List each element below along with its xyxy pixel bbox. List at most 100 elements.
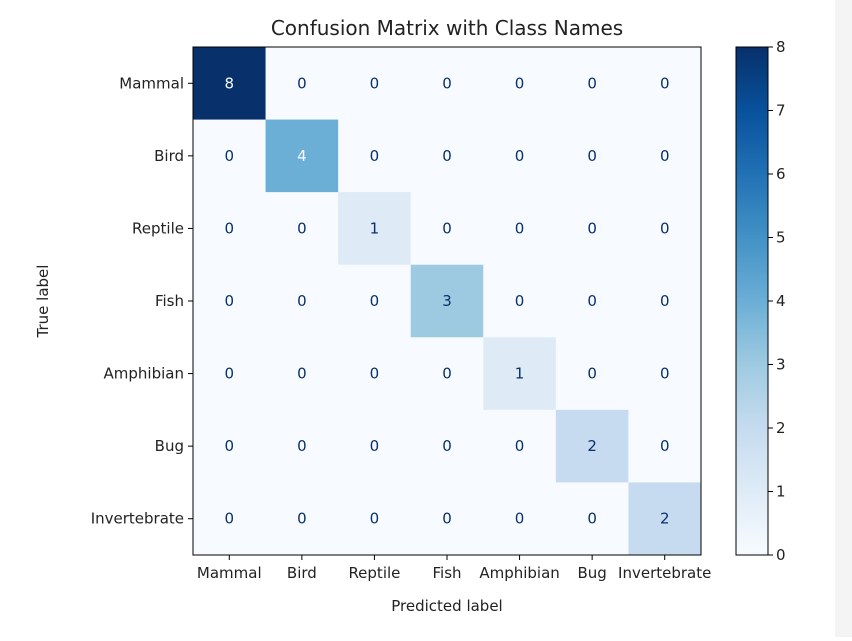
cell-value-label: 0 (515, 147, 525, 165)
y-tick-label: Bird (154, 147, 184, 165)
matrix-cell (265, 409, 339, 483)
cell-value-label: 0 (297, 365, 307, 383)
matrix-cell (193, 192, 267, 266)
colorbar-tick-label: 4 (776, 292, 786, 310)
x-tick-label: Mammal (197, 564, 262, 582)
cell-value-label: 0 (660, 219, 670, 237)
matrix-cell (555, 337, 629, 411)
matrix-cell (193, 119, 267, 193)
x-axis-ticks: Mammal Bird Reptile Fish Amphibian Bug Inverte… (197, 555, 711, 582)
matrix-cell (338, 192, 412, 266)
cell-value-label: 0 (442, 437, 452, 455)
matrix-cell (483, 337, 557, 411)
cell-value-label: 0 (515, 74, 525, 92)
colorbar (735, 46, 769, 556)
cell-value-label: 0 (297, 219, 307, 237)
cell-value-label: 0 (587, 219, 597, 237)
y-tick-label: Fish (155, 292, 184, 310)
matrix-cell (193, 47, 267, 121)
x-tick-label: Invertebrate (618, 564, 711, 582)
matrix-cell (555, 47, 629, 121)
matrix-cell (410, 192, 484, 266)
cell-value-label: 0 (442, 365, 452, 383)
cell-value-label: 8 (225, 74, 235, 92)
colorbar-tick-label: 3 (776, 356, 786, 374)
matrix-cell (193, 264, 267, 338)
cell-value-label: 1 (515, 365, 525, 383)
cell-value-label: 0 (225, 147, 235, 165)
right-scroll-strip (835, 0, 852, 637)
matrix-cell (338, 264, 412, 338)
cell-value-label: 0 (587, 365, 597, 383)
cell-value-label: 0 (370, 147, 380, 165)
cell-value-label: 0 (442, 510, 452, 528)
cell-value-label: 0 (660, 365, 670, 383)
y-tick-label: Mammal (119, 74, 184, 92)
x-tick-label: Reptile (348, 564, 400, 582)
y-axis-ticks: Mammal Bird Reptile Fish Amphibian Bug Inverte… (91, 74, 193, 528)
cell-value-label: 0 (587, 74, 597, 92)
x-tick-label: Bug (577, 564, 606, 582)
x-axis-label: Predicted label (391, 597, 502, 615)
confusion-matrix-chart: Confusion Matrix with Class Names 8 0 0 0 0 0… (34, 16, 786, 615)
cell-value-label: 0 (442, 147, 452, 165)
colorbar-tick-label: 7 (776, 102, 786, 120)
matrix-cell (193, 482, 267, 556)
y-axis-label: True label (34, 265, 52, 339)
cell-value-label: 0 (297, 510, 307, 528)
cell-value-label: 0 (225, 365, 235, 383)
cell-value-label: 0 (225, 510, 235, 528)
cell-value-label: 0 (515, 510, 525, 528)
matrix-cell (628, 119, 702, 193)
matrix-cell (338, 47, 412, 121)
matrix-cell (410, 119, 484, 193)
matrix-cell (338, 337, 412, 411)
matrix-cell (265, 119, 339, 193)
matrix-cell (338, 119, 412, 193)
matrix-cell (410, 409, 484, 483)
cell-value-label: 0 (370, 74, 380, 92)
matrix-cell (265, 264, 339, 338)
y-tick-label: Reptile (132, 219, 184, 237)
matrix-cell (483, 482, 557, 556)
x-tick-label: Bird (287, 564, 317, 582)
cell-value-label: 0 (515, 437, 525, 455)
cell-value-label: 0 (297, 437, 307, 455)
matrix-cell (628, 482, 702, 556)
cell-value-label: 0 (442, 74, 452, 92)
cell-value-label: 2 (660, 510, 670, 528)
cell-value-label: 0 (660, 74, 670, 92)
matrix-cell (628, 337, 702, 411)
cell-value-label: 0 (587, 510, 597, 528)
matrix-cell (410, 47, 484, 121)
cell-value-label: 0 (587, 147, 597, 165)
matrix-cell (410, 264, 484, 338)
matrix-cell (265, 192, 339, 266)
matrix-cell (265, 47, 339, 121)
chart-title: Confusion Matrix with Class Names (271, 16, 623, 40)
cell-value-label: 0 (370, 292, 380, 310)
matrix-cell (483, 264, 557, 338)
colorbar-tick-label: 2 (776, 419, 786, 437)
colorbar-ticks: 0 1 2 3 4 5 6 7 8 (768, 38, 786, 564)
matrix-cell (555, 409, 629, 483)
matrix-cell (265, 482, 339, 556)
matrix-cell (555, 119, 629, 193)
matrix-cell (338, 482, 412, 556)
cell-value-label: 0 (515, 219, 525, 237)
cell-value-label: 0 (515, 292, 525, 310)
matrix-cell (628, 264, 702, 338)
colorbar-tick-label: 0 (776, 546, 786, 564)
matrix-cell (628, 192, 702, 266)
x-tick-label: Fish (432, 564, 461, 582)
cell-value-label: 0 (225, 219, 235, 237)
matrix-cells: 8 0 0 0 0 0 0 0 4 0 0 0 0 0 0 0 1 0 0 0 0 0 0 0 3 0 0 0 0 0 0 0 1 0 0 0 0 0 0 0… (193, 47, 702, 556)
matrix-cell (410, 482, 484, 556)
matrix-cell (628, 409, 702, 483)
cell-value-label: 0 (660, 292, 670, 310)
cell-value-label: 0 (297, 74, 307, 92)
matrix-cell (193, 337, 267, 411)
cell-value-label: 0 (370, 510, 380, 528)
matrix-cell (555, 192, 629, 266)
cell-value-label: 3 (442, 292, 452, 310)
